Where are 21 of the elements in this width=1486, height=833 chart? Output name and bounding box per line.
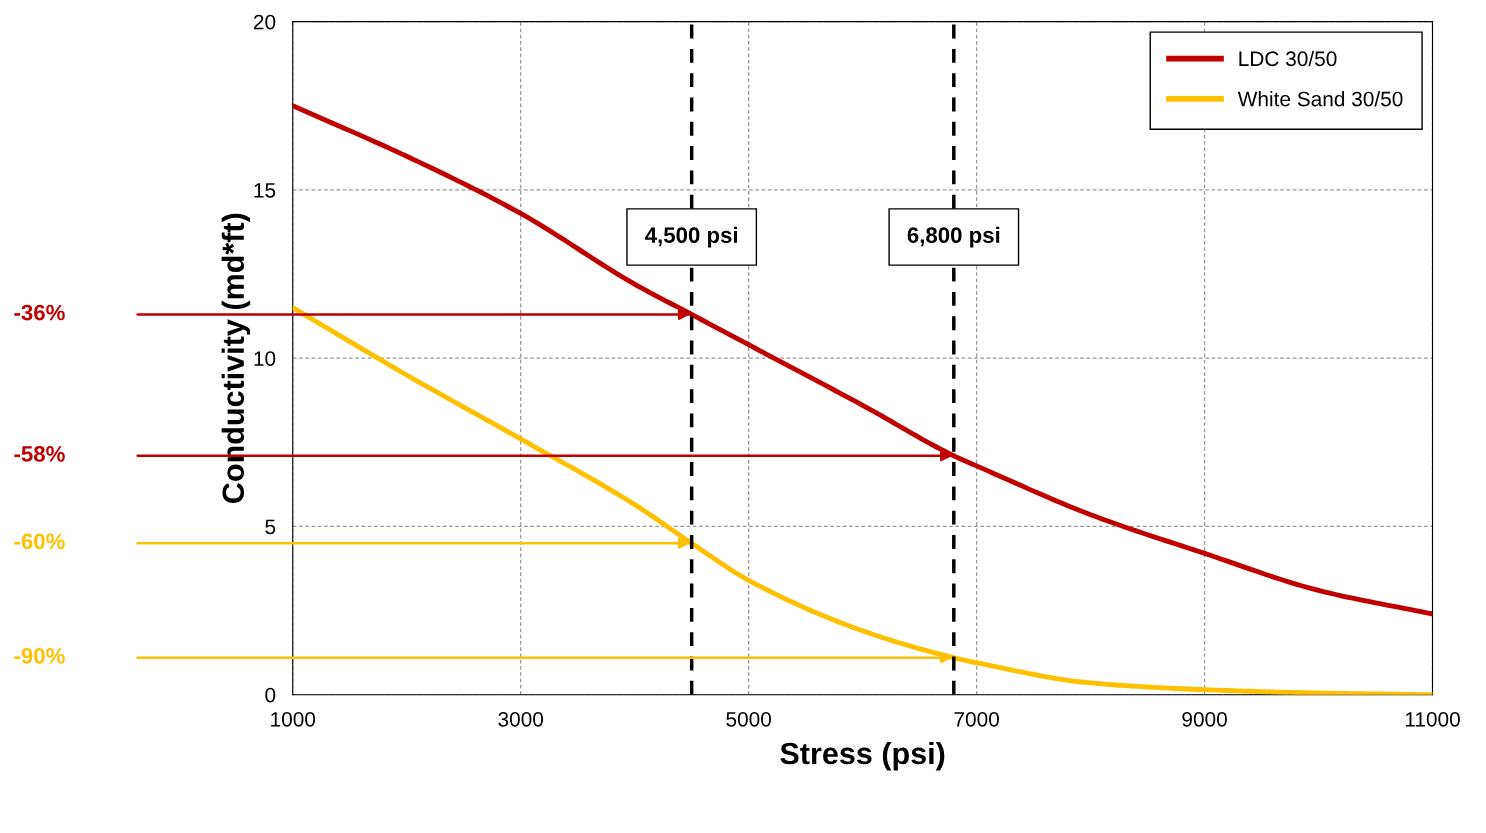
ref-line-label: 4,500 psi	[645, 226, 738, 248]
text: -36%	[14, 304, 65, 321]
y-tick-label: 20	[253, 14, 276, 30]
legend-label: LDC 30/50	[1239, 50, 1337, 67]
text: -60%	[14, 533, 65, 550]
x-tick-label: 7000	[954, 711, 999, 727]
y-tick-label: 10	[254, 351, 276, 366]
text: -58%	[14, 446, 65, 462]
x-tick-label: 9000	[1182, 711, 1227, 727]
y-tick-label: 0	[265, 687, 276, 703]
y-tick-label: 5	[265, 519, 276, 535]
x-tick-label: 1000	[271, 711, 316, 727]
ref-line-label: 6,800 psi	[907, 226, 1000, 248]
text: -90%	[14, 647, 65, 664]
x-tick-label: 5000	[726, 711, 772, 727]
x-axis-title: Stress (psi)	[780, 741, 945, 771]
x-tick-label: 3000	[498, 711, 544, 727]
x-tick-label: 11000	[1405, 711, 1460, 727]
y-tick-label: 15	[254, 183, 276, 198]
y-axis-title: Conductivity (md*ft)	[221, 213, 251, 503]
legend-label: White Sand 30/50	[1237, 91, 1403, 107]
